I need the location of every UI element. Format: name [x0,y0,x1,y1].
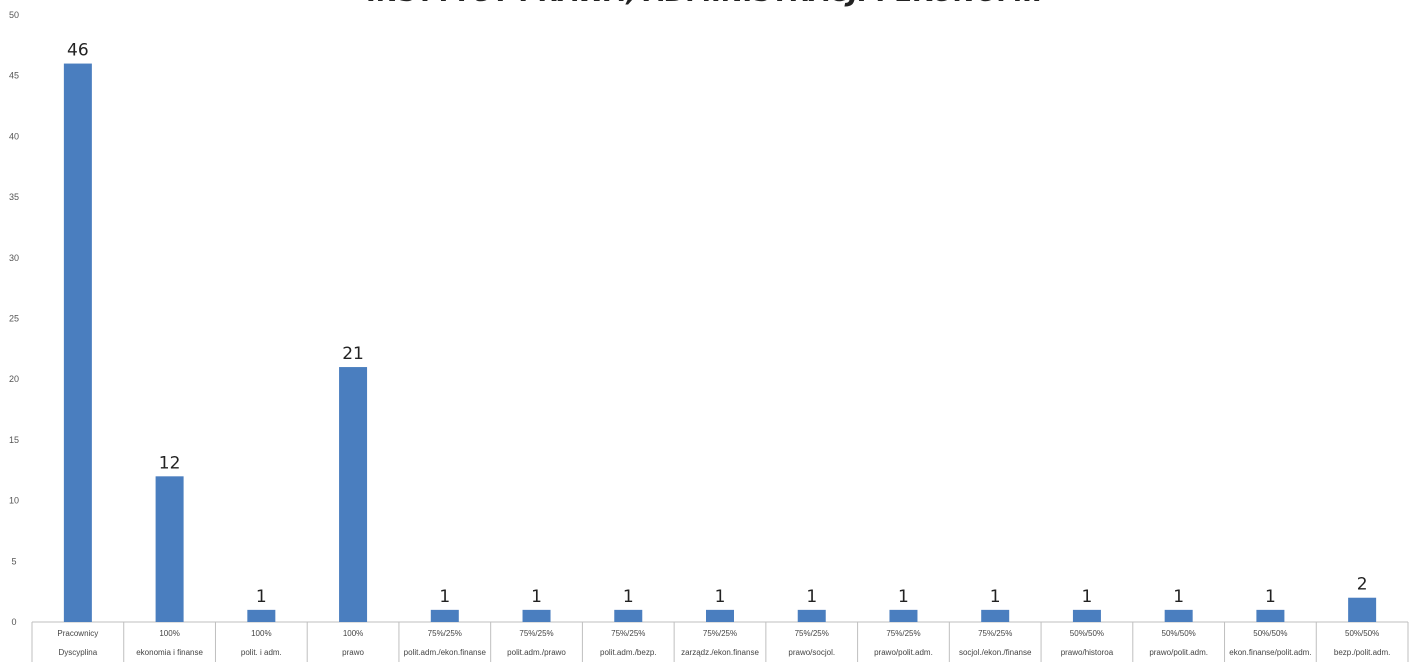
bar [430,609,459,622]
data-label: 1 [1265,587,1276,607]
data-label: 1 [1173,587,1184,607]
category-label: 100% [251,629,271,638]
category-label: 75%/25% [428,629,462,638]
data-label: 46 [67,41,89,61]
y-tick-label: 50 [9,10,19,20]
bar [1348,597,1377,622]
y-tick-label: 20 [9,374,19,384]
category-label: ekon.finanse/polit.adm. [1229,648,1311,657]
data-label: 1 [806,587,817,607]
data-label: 1 [531,587,542,607]
data-label: 2 [1357,575,1368,595]
chart-title: INSTYTUT PRAWA, ADMINISTRACJI I EKONOMII [0,0,1411,8]
category-label: prawo/socjol. [788,648,835,657]
category-label: 100% [343,629,363,638]
category-label: 50%/50% [1070,629,1104,638]
data-label: 1 [439,587,450,607]
category-label: 75%/25% [978,629,1012,638]
data-label: 1 [898,587,909,607]
y-tick-label: 5 [11,556,16,566]
category-label: prawo [342,648,364,657]
bar [889,609,918,622]
category-label: prawo/polit.adm. [1149,648,1208,657]
bar [247,609,276,622]
data-label: 1 [1082,587,1093,607]
bar [1164,609,1193,622]
bar [155,476,184,622]
y-tick-label: 10 [9,496,19,506]
data-label: 1 [715,587,726,607]
bar [614,609,643,622]
category-label: polit.adm./prawo [507,648,566,657]
category-label: 100% [159,629,179,638]
category-label: Pracownicy [57,629,98,638]
bar [1072,609,1101,622]
data-label: 12 [159,453,181,473]
bar [339,367,368,622]
category-label: Dyscyplina [59,648,98,657]
category-label: 75%/25% [795,629,829,638]
bar [981,609,1010,622]
data-label: 1 [256,587,267,607]
y-tick-label: 30 [9,253,19,263]
category-label: polit. i adm. [241,648,282,657]
category-label: ekonomia i finanse [136,648,203,657]
data-label: 21 [342,344,364,364]
y-tick-label: 15 [9,435,19,445]
category-label: 75%/25% [519,629,553,638]
category-label: 75%/25% [703,629,737,638]
y-tick-label: 25 [9,314,19,324]
data-label: 1 [990,587,1001,607]
bar [797,609,826,622]
category-label: socjol./ekon./finanse [959,648,1032,657]
bar [706,609,734,622]
category-label: bezp./polit.adm. [1334,648,1390,657]
category-label: 50%/50% [1345,629,1379,638]
bar [1256,609,1285,622]
category-label: 75%/25% [611,629,645,638]
category-label: zarządz./ekon.finanse [681,648,759,657]
y-tick-label: 0 [11,617,16,627]
category-label: polit.adm./bezp. [600,648,656,657]
category-label: 75%/25% [886,629,920,638]
category-label: prawo/historoa [1061,648,1114,657]
category-label: 50%/50% [1253,629,1287,638]
bar [63,63,92,623]
category-label: prawo/polit.adm. [874,648,933,657]
category-label: 50%/50% [1162,629,1196,638]
data-label: 1 [623,587,634,607]
y-tick-label: 45 [9,71,19,81]
y-tick-label: 40 [9,131,19,141]
bar [522,609,551,622]
category-label: polit.adm./ekon.finanse [404,648,487,657]
y-tick-label: 35 [9,192,19,202]
